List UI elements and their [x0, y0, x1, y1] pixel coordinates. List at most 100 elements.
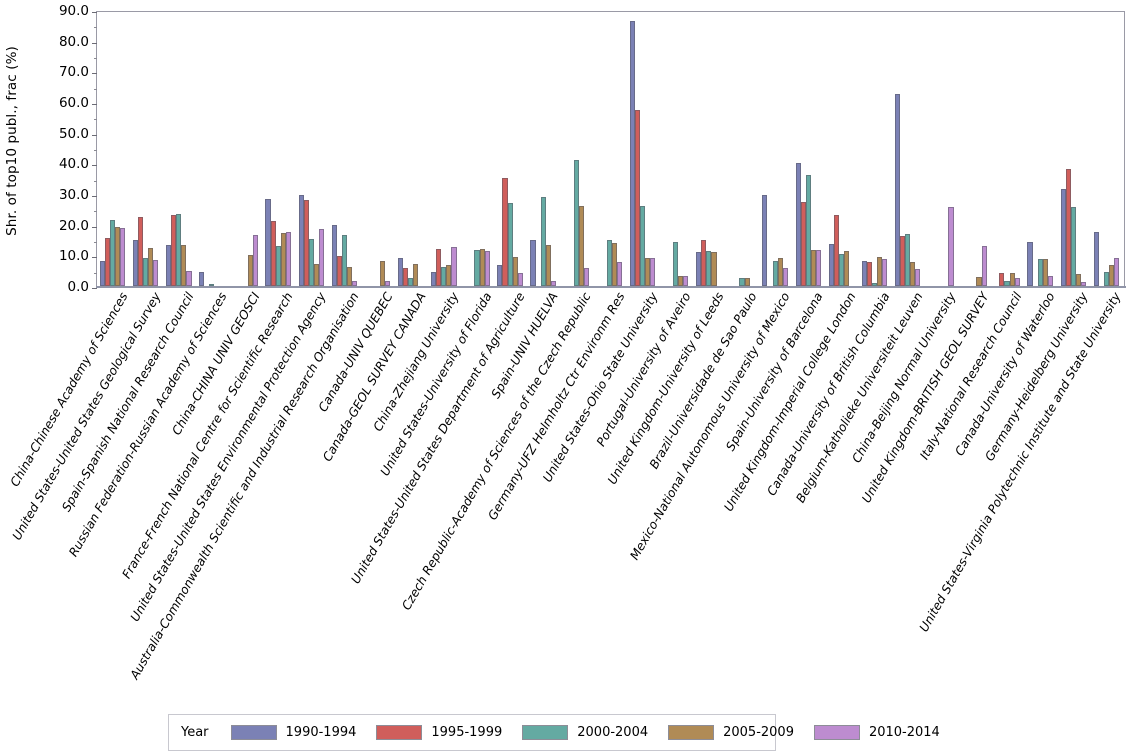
bar: [701, 240, 707, 286]
bar: [166, 244, 172, 286]
bar: [772, 261, 778, 286]
bar-group: [795, 12, 822, 286]
bar-group: [298, 12, 325, 286]
bar-group: [397, 12, 424, 286]
legend-label: 2005-2009: [723, 725, 794, 740]
legend-swatch: [230, 725, 277, 740]
y-tick-mark: [92, 104, 97, 105]
bar: [999, 272, 1005, 286]
bar-group: [729, 12, 755, 286]
legend-label: 1995-1999: [431, 725, 503, 740]
bar: [762, 194, 768, 286]
bar: [905, 233, 911, 286]
bar: [298, 194, 304, 286]
bar: [341, 234, 347, 286]
bar: [795, 163, 801, 286]
bar: [484, 251, 490, 286]
legend-item[interactable]: 2005-2009: [668, 725, 794, 740]
legend-title: Year: [181, 725, 209, 740]
bar: [540, 197, 546, 286]
bar-group: [894, 12, 921, 286]
bar-group: [597, 12, 623, 286]
bar: [678, 275, 684, 286]
bar: [915, 268, 921, 286]
bar: [336, 256, 342, 286]
bar-group: [464, 12, 490, 286]
bar: [186, 270, 192, 286]
x-axis-labels: China-Chinese Academy of Sciences United …: [7, 288, 1125, 688]
legend-label: 1990-1994: [285, 725, 357, 740]
bar: [1037, 259, 1043, 286]
legend-item[interactable]: 2000-2004: [522, 725, 648, 740]
bar: [502, 177, 508, 286]
bar: [199, 272, 205, 286]
y-tick-label: 70.0: [58, 64, 89, 81]
bar: [900, 236, 906, 286]
bar-group: [696, 12, 722, 286]
legend-item[interactable]: 1990-1994: [230, 725, 357, 740]
bar-group: [861, 12, 888, 286]
bar: [285, 231, 291, 286]
x-axis-baseline: [96, 286, 1126, 288]
legend: Year 1990-1994 1995-1999 2000-2004 2005-200…: [168, 714, 940, 751]
y-minor-tick-mark: [94, 119, 97, 121]
bar: [629, 21, 635, 286]
bar: [612, 243, 618, 286]
bar: [1080, 282, 1087, 286]
bar: [431, 271, 437, 286]
bar: [270, 220, 276, 286]
bar: [99, 260, 105, 286]
bar: [815, 250, 821, 286]
bar: [1070, 207, 1076, 286]
bar: [871, 282, 878, 286]
y-tick-label: 50.0: [58, 125, 89, 142]
bar: [894, 93, 900, 286]
bar-group: [530, 12, 556, 286]
bar-group: [663, 12, 689, 286]
bar: [247, 255, 253, 286]
bar: [397, 258, 404, 286]
bar: [948, 207, 954, 286]
bar: [573, 160, 579, 286]
y-minor-tick-mark: [94, 180, 97, 182]
y-tick-label: 60.0: [58, 95, 89, 111]
bar: [403, 267, 409, 286]
bar: [1103, 271, 1109, 286]
legend-swatch: [376, 725, 423, 740]
legend-swatch: [522, 725, 569, 740]
bar: [711, 252, 717, 286]
legend-item[interactable]: 2010-2014: [813, 725, 940, 740]
y-tick-label: 10.0: [58, 248, 89, 265]
y-tick-mark: [92, 226, 97, 228]
bar: [176, 213, 182, 286]
bar: [976, 276, 982, 286]
bar: [800, 202, 806, 286]
bar: [352, 281, 358, 286]
y-tick-mark: [92, 257, 97, 259]
y-minor-tick-mark: [94, 58, 97, 59]
bar: [209, 284, 215, 286]
bar-group: [265, 12, 291, 286]
bar: [828, 244, 834, 286]
bar: [706, 251, 712, 286]
bar: [132, 240, 139, 286]
bar-group: [199, 12, 225, 286]
bar-group: [1093, 12, 1120, 286]
bar-group: [166, 12, 192, 286]
bar-group: [928, 12, 954, 286]
bar: [910, 262, 916, 286]
y-minor-tick-mark: [94, 27, 97, 29]
bar: [446, 264, 452, 286]
bar: [385, 280, 391, 286]
y-minor-tick-mark: [94, 88, 97, 90]
legend-item[interactable]: 1995-1999: [376, 725, 502, 740]
y-axis-title: Shr. of top10 publ., frac (%): [4, 46, 20, 236]
bar: [617, 262, 623, 286]
y-tick-mark: [92, 12, 97, 13]
bar: [1075, 273, 1081, 286]
bar: [413, 263, 419, 286]
bar: [645, 258, 651, 286]
bar: [578, 206, 584, 286]
bar: [673, 242, 679, 286]
